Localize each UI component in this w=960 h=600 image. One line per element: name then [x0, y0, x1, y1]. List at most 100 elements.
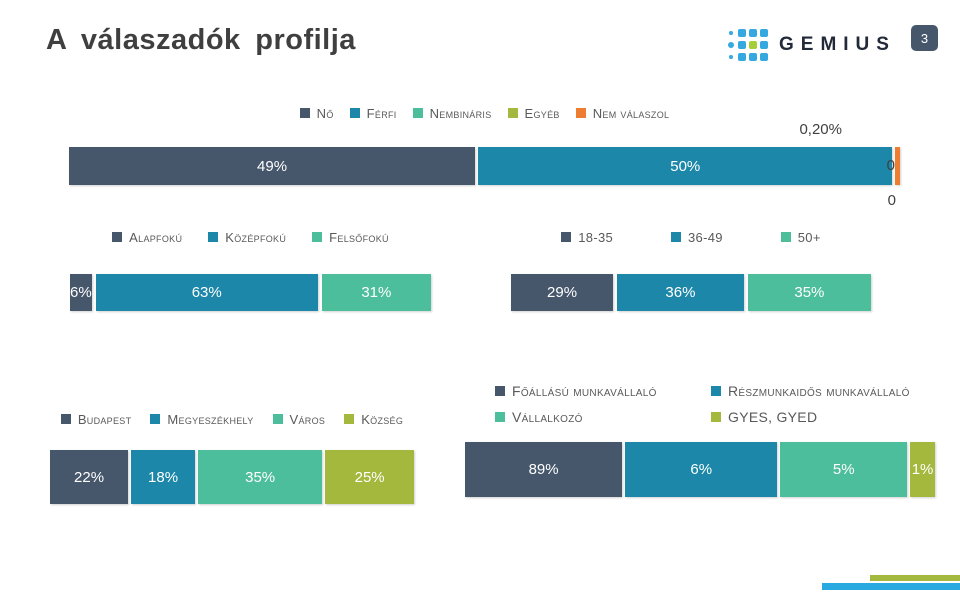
legend-label: Középfokú	[225, 229, 287, 245]
legend-label: Nem válaszol	[592, 105, 670, 121]
chart-residence-bar: 22% 18% 35% 25%	[50, 450, 414, 504]
bar-segment-reszmunkaidos-munkavallalo: 6%	[625, 442, 778, 497]
chart-education: Alapfokú Középfokú Felsőfokú 6% 63% 31%	[70, 228, 431, 311]
legend-swatch-icon	[344, 414, 355, 424]
legend-swatch-icon	[507, 108, 518, 118]
legend-swatch-icon	[150, 414, 161, 424]
chart-gender: Nő Férfi Nembináris Egyéb Nem válaszol 49% 50…	[69, 104, 900, 209]
legend-label: 36-49	[688, 229, 723, 245]
legend-swatch-icon	[780, 232, 791, 242]
legend-label: Megyeszékhely	[167, 411, 254, 427]
legend-item-alapfoku: Alapfokú	[112, 230, 182, 245]
legend-item-foallasu-munkavallalo: Főállású munkavállaló	[495, 383, 695, 399]
bar-segment-budapest: 22%	[50, 450, 129, 504]
legend-label: Város	[289, 411, 326, 427]
legend-item-ferfi: Férfi	[349, 105, 397, 121]
annotation-egyeb-value: 0	[887, 192, 896, 209]
legend-label: Budapest	[77, 411, 132, 427]
chart-gender-bar: 49% 50%	[69, 147, 900, 185]
footer-accent-olive	[870, 575, 960, 581]
chart-education-legend: Alapfokú Középfokú Felsőfokú	[70, 228, 431, 246]
bar-segment-36-49: 36%	[617, 274, 744, 311]
legend-swatch-icon	[495, 412, 505, 422]
legend-label: Egyéb	[524, 105, 560, 121]
chart-residence: Budapest Megyeszékhely Város Község 22% 18% 3…	[50, 410, 414, 504]
chart-age-bar: 29% 36% 35%	[511, 274, 871, 311]
legend-item-vallalkozo: Vállalkozó	[495, 409, 695, 425]
legend-swatch-icon	[112, 232, 123, 242]
legend-swatch-icon	[671, 232, 682, 242]
legend-swatch-icon	[711, 386, 721, 396]
gemius-logo: GEMIUS	[725, 27, 896, 63]
legend-item-varos: Város	[272, 411, 326, 427]
legend-item-kozseg: Község	[344, 412, 403, 427]
bar-segment-50: 35%	[747, 274, 871, 311]
legend-label: Részmunkaidős munkavállaló	[728, 383, 910, 399]
legend-label: Felsőfokú	[329, 229, 389, 245]
gemius-logo-dots-icon	[725, 27, 769, 63]
bar-segment-gyes-gyed: 1%	[910, 442, 935, 497]
bar-segment-kozepfoku: 63%	[95, 274, 318, 311]
legend-item-felsofoku: Felsőfokú	[312, 230, 389, 245]
legend-label: 50+	[797, 229, 821, 245]
legend-label: GYES, GYED	[728, 409, 818, 425]
legend-swatch-icon	[208, 232, 219, 242]
legend-label: Alapfokú	[129, 229, 183, 245]
legend-swatch-icon	[495, 386, 505, 396]
legend-item-50: 50+	[780, 229, 821, 245]
bar-segment-no: 49%	[69, 147, 476, 185]
bar-segment-18-35: 29%	[511, 274, 614, 311]
bar-segment-ferfi: 50%	[478, 147, 893, 185]
legend-item-no: Nő	[299, 105, 334, 121]
legend-swatch-icon	[561, 232, 572, 242]
legend-item-36-49: 36-49	[671, 230, 723, 245]
chart-age: 18-35 36-49 50+ 29% 36% 35%	[511, 228, 871, 311]
footer-accent-blue	[822, 583, 960, 590]
legend-item-egyeb: Egyéb	[507, 105, 560, 121]
legend-swatch-icon	[711, 412, 721, 422]
bar-segment-vallalkozo: 5%	[780, 442, 908, 497]
bar-segment-kozseg: 25%	[325, 450, 414, 504]
chart-employment-legend: Főállású munkavállaló Részmunkaidős munka…	[495, 383, 935, 425]
bar-segment-nem-valaszol	[895, 147, 900, 185]
annotation-nem-valaszol-value: 0,20%	[799, 121, 842, 138]
page-title: A válaszadók profilja	[46, 24, 356, 56]
legend-item-megyeszekhely: Megyeszékhely	[150, 412, 253, 427]
legend-item-nem-valaszol: Nem válaszol	[575, 105, 670, 121]
legend-label: Férfi	[366, 105, 397, 121]
legend-swatch-icon	[575, 108, 586, 118]
chart-employment: Főállású munkavállaló Részmunkaidős munka…	[465, 383, 935, 497]
page-number-badge: 3	[911, 25, 938, 51]
legend-label: Nő	[316, 105, 334, 121]
legend-swatch-icon	[272, 414, 283, 424]
gemius-logo-text: GEMIUS	[779, 34, 896, 55]
chart-employment-bar: 89% 6% 5% 1%	[465, 442, 935, 497]
legend-swatch-icon	[349, 108, 360, 118]
legend-item-budapest: Budapest	[60, 411, 132, 427]
chart-residence-legend: Budapest Megyeszékhely Város Község	[50, 410, 414, 428]
legend-swatch-icon	[312, 232, 323, 242]
legend-label: Főállású munkavállaló	[512, 383, 657, 399]
legend-item-reszmunkaidos-munkavallalo: Részmunkaidős munkavállaló	[711, 383, 910, 399]
chart-age-legend: 18-35 36-49 50+	[511, 228, 871, 246]
legend-swatch-icon	[412, 108, 423, 118]
legend-swatch-icon	[299, 108, 310, 118]
bar-segment-foallasu-munkavallalo: 89%	[465, 442, 623, 497]
chart-gender-legend: Nő Férfi Nembináris Egyéb Nem válaszol	[69, 104, 900, 122]
legend-swatch-icon	[60, 414, 71, 424]
bar-segment-varos: 35%	[198, 450, 323, 504]
legend-item-gyes-gyed: GYES, GYED	[711, 409, 910, 425]
bar-segment-megyeszekhely: 18%	[131, 450, 195, 504]
annotation-nembinaris-value: 0	[886, 157, 895, 174]
legend-label: Vállalkozó	[512, 409, 583, 425]
chart-education-bar: 6% 63% 31%	[70, 274, 431, 311]
legend-item-nembinaris: Nembináris	[412, 105, 492, 121]
legend-label: 18-35	[578, 229, 614, 245]
bar-segment-felsofoku: 31%	[321, 274, 431, 311]
legend-item-18-35: 18-35	[561, 230, 613, 245]
legend-item-kozepfoku: Középfokú	[208, 230, 286, 245]
legend-label: Község	[361, 411, 404, 427]
legend-label: Nembináris	[429, 105, 492, 121]
bar-segment-alapfoku: 6%	[70, 274, 92, 311]
